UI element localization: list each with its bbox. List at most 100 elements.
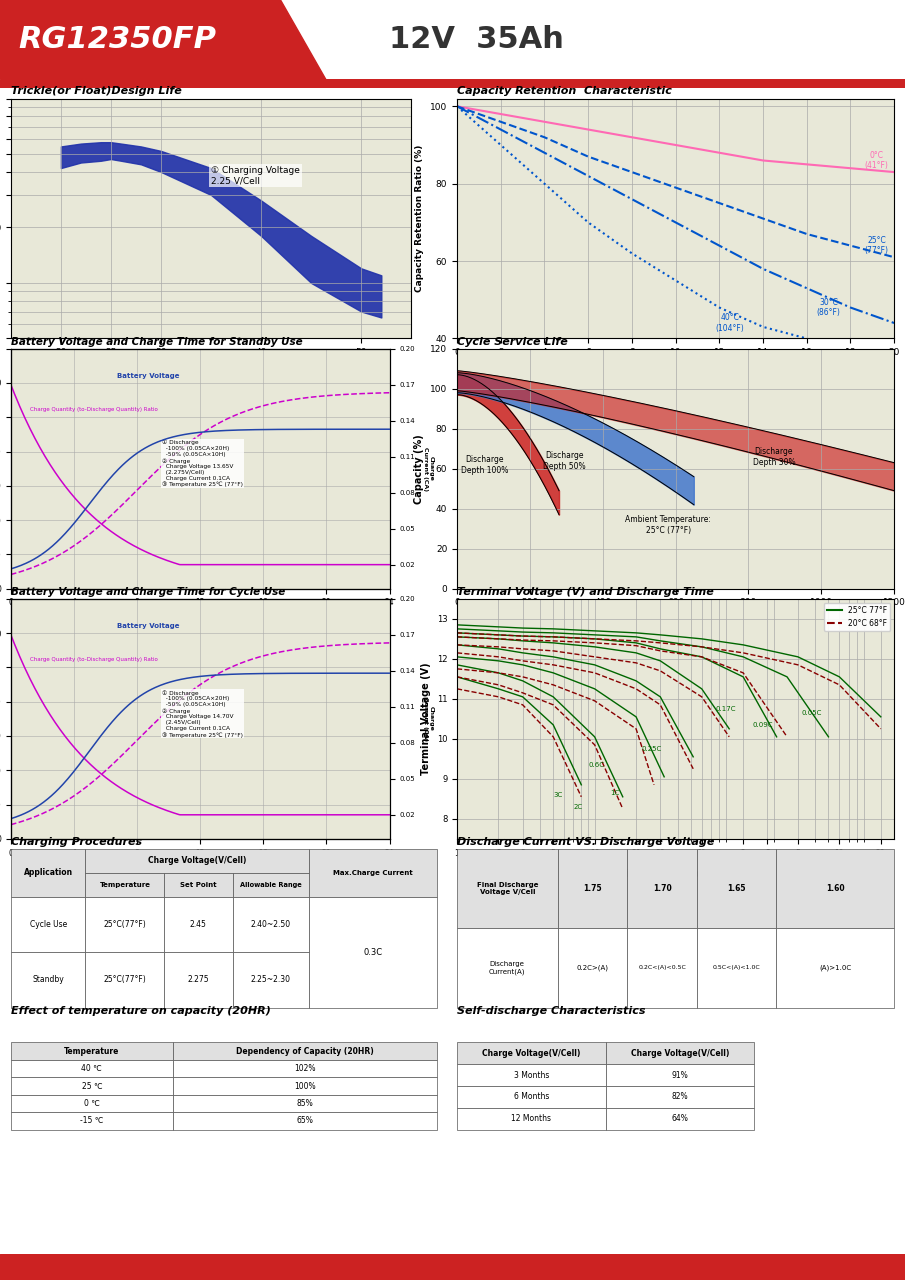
Text: Trickle(or Float)Design Life: Trickle(or Float)Design Life bbox=[11, 86, 182, 96]
Text: ① Charging Voltage
2.25 V/Cell: ① Charging Voltage 2.25 V/Cell bbox=[211, 165, 300, 186]
Text: 0.09C: 0.09C bbox=[752, 722, 773, 728]
Text: Final Discharge
Voltage V/Cell: Final Discharge Voltage V/Cell bbox=[477, 882, 538, 895]
Text: Terminal Voltage (V) and Discharge Time: Terminal Voltage (V) and Discharge Time bbox=[457, 586, 714, 596]
Bar bbox=[627, 849, 698, 928]
Text: 2.275: 2.275 bbox=[187, 975, 209, 984]
Bar bbox=[11, 1112, 173, 1130]
Text: Battery Voltage and Charge Time for Cycle Use: Battery Voltage and Charge Time for Cycl… bbox=[11, 586, 285, 596]
Bar bbox=[11, 896, 85, 952]
Bar bbox=[605, 1064, 754, 1085]
Bar bbox=[173, 1094, 437, 1112]
Y-axis label: Terminal Voltage (V): Terminal Voltage (V) bbox=[421, 663, 431, 776]
Bar bbox=[165, 873, 233, 896]
Text: 25°C(77°F): 25°C(77°F) bbox=[103, 975, 147, 984]
X-axis label: Charge Time (H): Charge Time (H) bbox=[156, 613, 245, 623]
Text: Charge Quantity (to-Discharge Quantity) Ratio: Charge Quantity (to-Discharge Quantity) … bbox=[30, 407, 157, 412]
Text: Set Point: Set Point bbox=[180, 882, 216, 888]
Y-axis label: Capacity Retention Ratio (%): Capacity Retention Ratio (%) bbox=[415, 145, 424, 292]
Y-axis label: Battery Voltage
(V)/Per Cell: Battery Voltage (V)/Per Cell bbox=[503, 442, 514, 497]
Text: Self-discharge Characteristics: Self-discharge Characteristics bbox=[457, 1006, 645, 1015]
Text: Allowable Range: Allowable Range bbox=[240, 882, 301, 888]
Bar bbox=[605, 1085, 754, 1108]
Text: Battery Voltage: Battery Voltage bbox=[117, 622, 179, 628]
Text: Charge Voltage(V/Cell): Charge Voltage(V/Cell) bbox=[148, 856, 246, 865]
X-axis label: Storage Period (Month): Storage Period (Month) bbox=[611, 362, 740, 372]
Text: Battery Voltage: Battery Voltage bbox=[117, 372, 179, 379]
Bar bbox=[233, 896, 310, 952]
Text: Cycle Use: Cycle Use bbox=[30, 920, 67, 929]
Bar bbox=[457, 1108, 605, 1130]
Text: 1C: 1C bbox=[610, 790, 620, 796]
Bar bbox=[605, 1042, 754, 1064]
Text: 1.70: 1.70 bbox=[653, 884, 672, 893]
Text: Application: Application bbox=[24, 868, 72, 877]
Text: 0.6C: 0.6C bbox=[588, 762, 605, 768]
Text: Hr: Hr bbox=[787, 858, 800, 867]
Bar bbox=[11, 849, 85, 896]
Text: Max.Charge Current: Max.Charge Current bbox=[333, 870, 413, 876]
Text: 40 ℃: 40 ℃ bbox=[81, 1064, 102, 1073]
Text: Temperature: Temperature bbox=[100, 882, 150, 888]
Text: Charge Voltage(V/Cell): Charge Voltage(V/Cell) bbox=[631, 1048, 729, 1057]
Text: 2.40~2.50: 2.40~2.50 bbox=[251, 920, 291, 929]
Text: 64%: 64% bbox=[672, 1115, 689, 1124]
Text: 25 ℃: 25 ℃ bbox=[81, 1082, 102, 1091]
Bar bbox=[11, 1094, 173, 1112]
Text: Charge Voltage(V/Cell): Charge Voltage(V/Cell) bbox=[482, 1048, 580, 1057]
Text: Discharge
Depth 30%: Discharge Depth 30% bbox=[753, 447, 795, 467]
Text: 0.2C>(A): 0.2C>(A) bbox=[576, 965, 608, 972]
Text: 1.60: 1.60 bbox=[826, 884, 844, 893]
Text: Discharge Current VS. Discharge Voltage: Discharge Current VS. Discharge Voltage bbox=[457, 837, 714, 847]
Bar bbox=[173, 1078, 437, 1094]
Text: Discharge
Depth 50%: Discharge Depth 50% bbox=[543, 452, 586, 471]
Text: 91%: 91% bbox=[672, 1070, 689, 1079]
Bar bbox=[776, 849, 894, 928]
Text: Discharge Time (Min): Discharge Time (Min) bbox=[616, 869, 735, 879]
Text: RG12350FP: RG12350FP bbox=[18, 26, 216, 54]
Bar bbox=[605, 1108, 754, 1130]
Bar bbox=[85, 952, 165, 1007]
Text: -15 ℃: -15 ℃ bbox=[81, 1116, 103, 1125]
Text: 40°C
(104°F): 40°C (104°F) bbox=[716, 314, 745, 333]
Bar bbox=[85, 849, 310, 873]
Text: Capacity Retention  Characteristic: Capacity Retention Characteristic bbox=[457, 86, 672, 96]
Text: Ambient Temperature:
25°C (77°F): Ambient Temperature: 25°C (77°F) bbox=[625, 516, 711, 535]
Bar bbox=[11, 952, 85, 1007]
Polygon shape bbox=[0, 0, 326, 79]
Text: 102%: 102% bbox=[294, 1064, 316, 1073]
Text: 1.75: 1.75 bbox=[583, 884, 602, 893]
Bar bbox=[627, 928, 698, 1007]
Bar bbox=[457, 928, 557, 1007]
Bar bbox=[457, 1042, 605, 1064]
Text: 0°C
(41°F): 0°C (41°F) bbox=[864, 151, 889, 170]
Text: 2.45: 2.45 bbox=[190, 920, 207, 929]
Text: Temperature: Temperature bbox=[64, 1047, 119, 1056]
Polygon shape bbox=[0, 1254, 905, 1280]
Bar bbox=[165, 896, 233, 952]
Bar bbox=[85, 873, 165, 896]
Bar bbox=[11, 1078, 173, 1094]
Text: 0.2C<(A)<0.5C: 0.2C<(A)<0.5C bbox=[639, 965, 686, 970]
Text: Standby: Standby bbox=[33, 975, 64, 984]
Text: Cycle Service Life: Cycle Service Life bbox=[457, 337, 567, 347]
Text: 3 Months: 3 Months bbox=[514, 1070, 549, 1079]
Text: 2.25~2.30: 2.25~2.30 bbox=[251, 975, 291, 984]
Bar bbox=[233, 952, 310, 1007]
Text: 12 Months: 12 Months bbox=[511, 1115, 551, 1124]
Text: 0 ℃: 0 ℃ bbox=[84, 1100, 100, 1108]
Text: 0.25C: 0.25C bbox=[642, 746, 662, 751]
Text: 100%: 100% bbox=[294, 1082, 316, 1091]
Y-axis label: Charge
Current (CA): Charge Current (CA) bbox=[424, 447, 434, 490]
X-axis label: Number of Cycles (Times): Number of Cycles (Times) bbox=[605, 613, 747, 623]
Y-axis label: Capacity (%): Capacity (%) bbox=[414, 434, 424, 503]
Bar bbox=[557, 928, 627, 1007]
Text: Dependency of Capacity (20HR): Dependency of Capacity (20HR) bbox=[236, 1047, 374, 1056]
Legend: 25°C 77°F, 20°C 68°F: 25°C 77°F, 20°C 68°F bbox=[824, 603, 891, 631]
Bar bbox=[776, 928, 894, 1007]
Bar bbox=[457, 1085, 605, 1108]
Y-axis label: Battery Voltage
(V)/Per Cell: Battery Voltage (V)/Per Cell bbox=[503, 691, 514, 746]
X-axis label: Charge Time (H): Charge Time (H) bbox=[156, 863, 245, 873]
Text: 30°C
(86°F): 30°C (86°F) bbox=[816, 298, 841, 317]
Bar bbox=[698, 928, 776, 1007]
Text: 1.65: 1.65 bbox=[728, 884, 746, 893]
